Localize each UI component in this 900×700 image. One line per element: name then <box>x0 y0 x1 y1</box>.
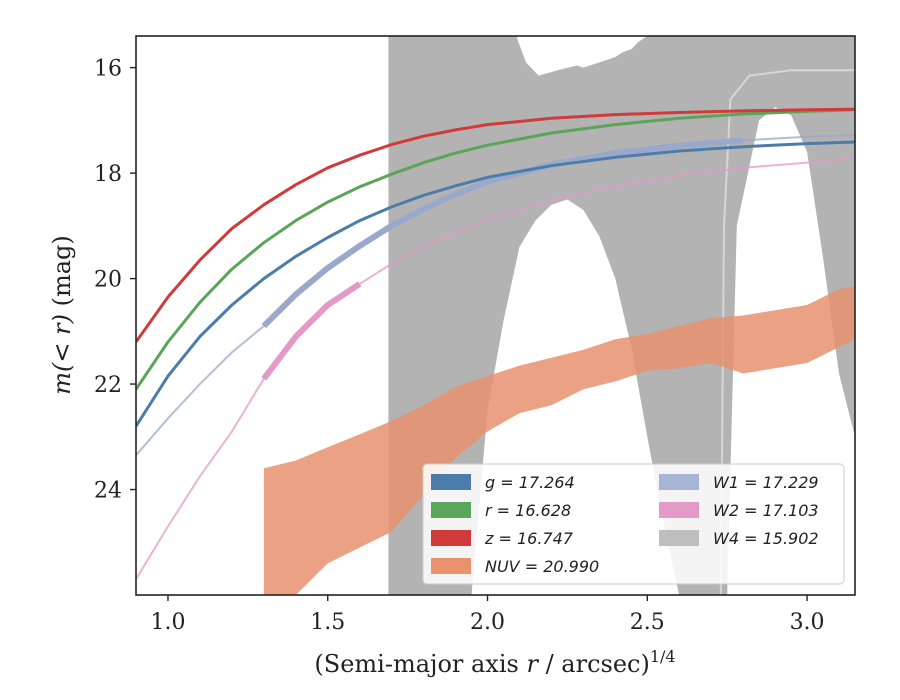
series-w1-band <box>261 137 744 329</box>
legend-label-w4: W4 = 15.902 <box>713 529 819 548</box>
series-g-band <box>136 140 855 428</box>
x-tick-label: 2.0 <box>470 610 505 635</box>
series-w2-line <box>136 157 855 580</box>
series-r-band <box>136 108 855 391</box>
x-tick-label: 1.5 <box>310 610 345 635</box>
legend: g = 17.264 r = 16.628 z = 16.747 NUV = 20.9… <box>422 463 845 585</box>
x-axis-label: (Semi-major axis r / arcsec)1/4 <box>314 647 675 678</box>
axis-ticks: 1.0 1.5 2.0 2.5 3.0 16 18 20 22 24 <box>94 57 825 635</box>
y-axis-label: m(< r) (mag) <box>48 235 76 395</box>
legend-swatch-z <box>431 530 471 546</box>
x-tick-label: 1.0 <box>150 610 185 635</box>
y-tick-label: 20 <box>94 268 122 293</box>
legend-box <box>422 463 845 585</box>
y-tick-label: 24 <box>94 479 122 504</box>
x-tick-label: 3.0 <box>790 610 825 635</box>
legend-swatch-nuv <box>431 558 471 574</box>
legend-swatch-w4 <box>659 530 699 546</box>
legend-swatch-g <box>431 474 471 490</box>
series-w4-hole-top <box>516 36 645 76</box>
plot-frame <box>135 35 856 596</box>
series-z-band <box>136 107 855 343</box>
x-tick-label: 2.5 <box>630 610 665 635</box>
y-tick-label: 22 <box>94 373 122 398</box>
legend-label-z: z = 16.747 <box>484 529 574 548</box>
legend-label-nuv: NUV = 20.990 <box>485 557 599 576</box>
series-nuv-band <box>263 286 855 595</box>
legend-label-w1: W1 = 17.229 <box>713 473 819 492</box>
legend-swatch-w1 <box>659 474 699 490</box>
legend-label-w2: W2 = 17.103 <box>713 501 819 520</box>
series-w4-line <box>719 69 855 595</box>
legend-swatch-r <box>431 502 471 518</box>
legend-swatch-w2 <box>659 502 699 518</box>
y-tick-label: 16 <box>94 57 122 82</box>
series-w2-band <box>261 281 362 381</box>
y-tick-label: 18 <box>94 162 122 187</box>
legend-label-r: r = 16.628 <box>485 501 571 520</box>
legend-label-g: g = 17.264 <box>485 473 575 492</box>
